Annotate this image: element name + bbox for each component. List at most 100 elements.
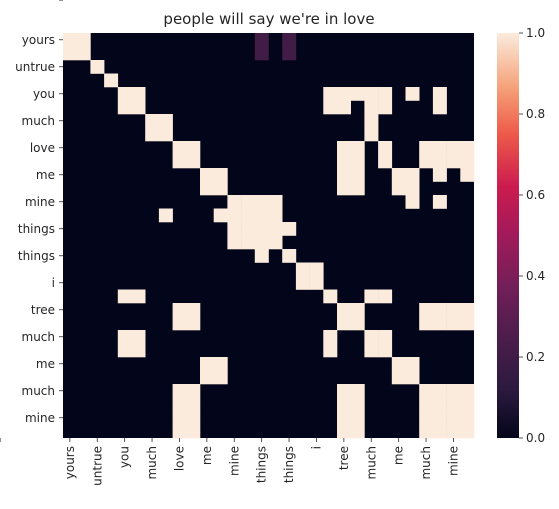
heatmap-cell: [446, 316, 461, 331]
heatmap-cell: [172, 303, 187, 317]
heatmap-cell: [213, 357, 228, 371]
heatmap-cell: [460, 384, 475, 398]
heatmap-cell: [378, 343, 393, 358]
heatmap-cell: [131, 343, 146, 358]
heatmap-cell: [227, 235, 242, 250]
heatmap-cell: [158, 114, 173, 128]
x-tick-label: i: [309, 446, 323, 449]
heatmap-cell: [350, 316, 365, 331]
heatmap-cell: [432, 303, 447, 317]
heatmap-cell: [405, 195, 420, 209]
x-tick-label: mine: [227, 446, 241, 476]
heatmap-cell: [432, 195, 447, 209]
y-tick-label: mine: [25, 411, 55, 425]
heatmap-cell: [350, 303, 365, 317]
heatmap-cell: [186, 411, 201, 425]
heatmap-cell: [350, 424, 365, 439]
heatmap-cell: [460, 397, 475, 412]
x-tick-label: mine: [446, 446, 460, 476]
heatmap-cell: [405, 357, 420, 371]
heatmap-cell: [432, 424, 447, 439]
heatmap-cell: [405, 87, 420, 101]
heatmap-cell: [145, 127, 160, 142]
heatmap-cell: [460, 316, 475, 331]
heatmap-cell: [227, 222, 242, 236]
heatmap-cell: [350, 154, 365, 169]
heatmap-cell: [337, 168, 351, 182]
heatmap-cell: [295, 276, 310, 290]
heatmap-cell: [419, 303, 434, 317]
x-tick-label: much: [419, 446, 433, 480]
heatmap-cell: [200, 181, 214, 196]
heatmap-cell: [364, 87, 379, 101]
heatmap-cell: [419, 424, 434, 439]
heatmap-cell: [337, 154, 351, 169]
heatmap-cell: [432, 168, 447, 182]
colorbar-tick-label: 0.0: [526, 431, 545, 445]
heatmap-cell: [172, 316, 187, 331]
heatmap-cell: [254, 46, 269, 61]
heatmap-cell: [186, 141, 201, 155]
x-tick-label: me: [392, 446, 406, 465]
x-tick-label: love: [172, 446, 186, 471]
y-tick-label: mine: [25, 195, 55, 209]
heatmap-cell: [419, 141, 434, 155]
heatmap-cell: [405, 168, 420, 182]
heatmap-cell: [213, 181, 228, 196]
heatmap-cell: [419, 316, 434, 331]
heatmap-cell: [391, 357, 406, 371]
heatmap-cell: [282, 249, 297, 263]
heatmap-cell: [337, 411, 351, 425]
x-tick-label: yours: [63, 446, 77, 479]
heatmap-cell: [337, 100, 351, 115]
heatmap-cell: [172, 397, 187, 412]
heatmap-cell: [378, 87, 393, 101]
heatmap-cell: [350, 397, 365, 412]
heatmap-cell: [117, 343, 132, 358]
y-tick-label: much: [22, 330, 56, 344]
chart-title: people will say we're in love: [163, 10, 374, 28]
x-tick-label: tree: [337, 446, 351, 470]
heatmap-cell: [364, 343, 379, 358]
heatmap-cell: [63, 46, 77, 61]
y-tick-label: you: [33, 87, 55, 101]
heatmap-cell: [131, 87, 146, 101]
heatmap-cell: [158, 208, 173, 223]
heatmap-cell: [391, 168, 406, 182]
heatmap-cell: [213, 208, 228, 223]
heatmap-cell: [323, 330, 338, 344]
heatmap-cell: [350, 181, 365, 196]
heatmap-cell: [117, 100, 132, 115]
heatmap-cell: [432, 397, 447, 412]
heatmap-cell: [172, 154, 187, 169]
heatmap-cell: [227, 208, 242, 223]
y-tick-label: much: [22, 384, 56, 398]
heatmap-cell: [432, 141, 447, 155]
heatmap-cell: [241, 195, 256, 209]
heatmap-cell: [323, 289, 338, 304]
y-tick-label: yours: [22, 33, 55, 47]
heatmap-cell: [158, 127, 173, 142]
heatmap-cell: [145, 114, 160, 128]
heatmap-cell: [419, 384, 434, 398]
heatmap-cell: [350, 168, 365, 182]
colorbar-tick-label: 0.4: [526, 269, 545, 283]
heatmap-cell: [241, 222, 256, 236]
y-tick-label: i: [52, 276, 55, 290]
heatmap-cell: [378, 154, 393, 169]
heatmap-cell: [186, 397, 201, 412]
heatmap-cell: [268, 208, 283, 223]
heatmap-cell: [131, 289, 146, 304]
heatmap-cell: [460, 411, 475, 425]
heatmap-cell: [282, 46, 297, 61]
x-tick-label: you: [118, 446, 132, 468]
heatmap-cell: [172, 141, 187, 155]
heatmap-cell: [254, 235, 269, 250]
heatmap-cell: [460, 168, 475, 182]
heatmap-cell: [460, 141, 475, 155]
x-tick-label: things: [282, 446, 296, 483]
heatmap-cell: [391, 181, 406, 196]
y-tick-label: much: [22, 114, 56, 128]
heatmap-cell: [309, 276, 324, 290]
y-axis: yours untrue you much love me mine things things…: [15, 0, 63, 425]
